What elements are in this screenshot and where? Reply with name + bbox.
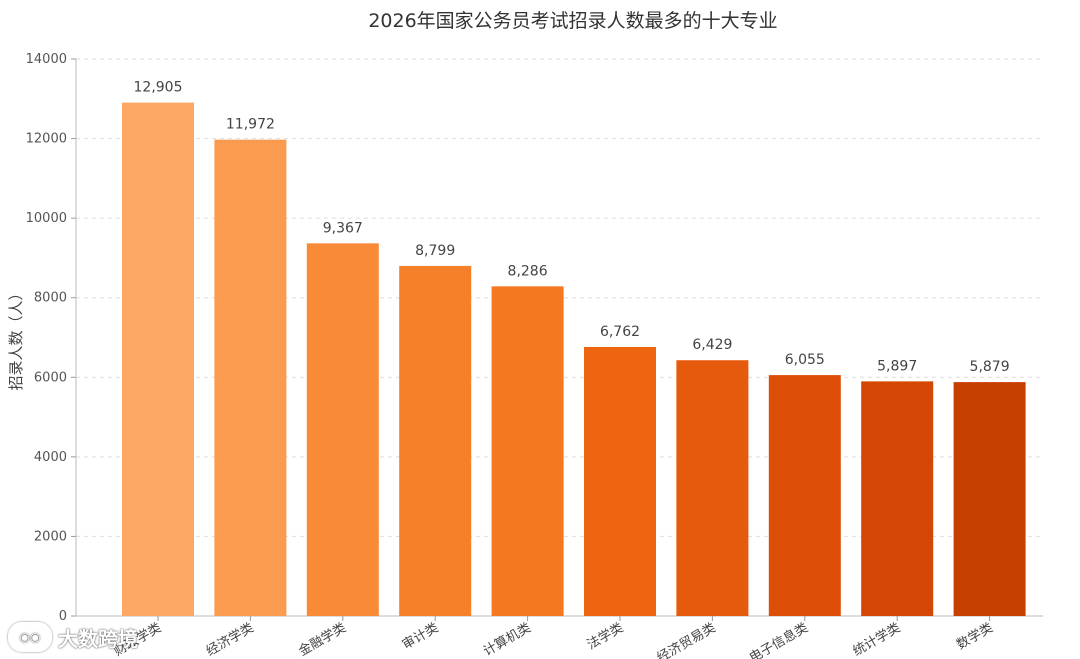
bar (306, 243, 379, 616)
x-tick-label: 财政学类 (111, 620, 164, 659)
data-label: 6,762 (600, 324, 640, 340)
data-label: 9,367 (323, 220, 363, 236)
data-label: 6,429 (692, 337, 732, 353)
x-tick-label: 审计类 (400, 620, 441, 652)
bar (768, 375, 841, 616)
x-tick-label: 经济贸易类 (655, 620, 719, 659)
data-label: 8,799 (415, 243, 455, 259)
y-tick-label: 10000 (26, 211, 67, 226)
x-tick-label: 数学类 (954, 620, 996, 653)
x-tick-label: 金融学类 (296, 620, 349, 659)
x-tick-label: 法学类 (584, 620, 626, 653)
x-tick-label: 经济学类 (203, 620, 256, 659)
y-tick-label: 14000 (26, 52, 67, 67)
y-tick-label: 6000 (34, 370, 67, 385)
bar (122, 102, 194, 616)
y-tick-label: 0 (59, 609, 67, 624)
bar (491, 286, 564, 616)
y-tick-label: 4000 (34, 450, 67, 465)
chart-title: 2026年国家公务员考试招录人数最多的十大专业 (368, 10, 778, 32)
x-tick-label: 电子信息类 (746, 620, 810, 659)
bars (122, 102, 1026, 616)
bar (214, 139, 287, 616)
y-tick-label: 12000 (26, 132, 67, 147)
data-label: 12,905 (134, 80, 183, 96)
data-label: 11,972 (226, 117, 275, 133)
bar (584, 346, 656, 616)
data-label: 5,879 (970, 359, 1010, 375)
y-tick-label: 2000 (34, 529, 67, 544)
x-tick-label: 统计学类 (850, 620, 903, 659)
data-label: 6,055 (785, 352, 825, 368)
bar (861, 381, 934, 616)
bar (953, 382, 1026, 616)
bar (676, 360, 749, 616)
data-label: 5,897 (877, 358, 917, 374)
y-axis-label: 招录人数（人） (7, 285, 25, 390)
y-tick-label: 8000 (34, 291, 67, 306)
data-label: 8,286 (508, 263, 548, 279)
bar (399, 265, 472, 616)
x-tick-label: 计算机类 (481, 620, 534, 659)
